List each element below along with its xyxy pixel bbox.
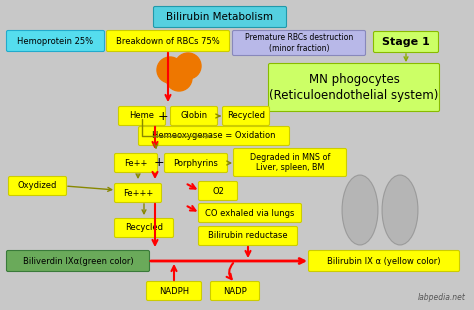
FancyBboxPatch shape xyxy=(234,148,346,176)
Circle shape xyxy=(157,57,183,83)
FancyBboxPatch shape xyxy=(199,181,237,201)
FancyBboxPatch shape xyxy=(164,153,228,172)
Ellipse shape xyxy=(382,175,418,245)
Text: Hemoprotein 25%: Hemoprotein 25% xyxy=(18,37,93,46)
FancyBboxPatch shape xyxy=(233,30,365,55)
Text: Bilirubin reductase: Bilirubin reductase xyxy=(208,232,288,241)
FancyBboxPatch shape xyxy=(374,32,438,52)
FancyBboxPatch shape xyxy=(118,107,165,126)
FancyBboxPatch shape xyxy=(115,184,162,202)
FancyBboxPatch shape xyxy=(107,30,229,51)
Text: Recycled: Recycled xyxy=(227,112,265,121)
Text: labpedia.net: labpedia.net xyxy=(418,293,466,302)
Text: Stage 1: Stage 1 xyxy=(382,37,430,47)
Text: Recycled: Recycled xyxy=(125,224,163,232)
Text: Bilirubin IX α (yellow color): Bilirubin IX α (yellow color) xyxy=(327,256,441,265)
Text: Fe++: Fe++ xyxy=(124,158,148,167)
Text: Bilirubin Metabolism: Bilirubin Metabolism xyxy=(166,12,273,22)
Text: Fe+++: Fe+++ xyxy=(123,188,153,197)
Text: +: + xyxy=(158,109,168,122)
Text: CO exhaled via lungs: CO exhaled via lungs xyxy=(205,209,295,218)
FancyBboxPatch shape xyxy=(115,153,157,172)
FancyBboxPatch shape xyxy=(210,281,259,300)
FancyBboxPatch shape xyxy=(309,250,459,272)
FancyBboxPatch shape xyxy=(199,227,298,246)
Text: NADP: NADP xyxy=(223,286,247,295)
Text: Oxydized: Oxydized xyxy=(18,181,57,191)
Text: MN phogocytes
(Reticuloendothelial system): MN phogocytes (Reticuloendothelial syste… xyxy=(269,73,439,101)
FancyBboxPatch shape xyxy=(199,203,301,223)
Text: NADPH: NADPH xyxy=(159,286,189,295)
Text: Heme: Heme xyxy=(129,112,155,121)
Text: O2: O2 xyxy=(212,187,224,196)
Text: Hemeoxygenase = Oxidation: Hemeoxygenase = Oxidation xyxy=(152,131,276,140)
FancyBboxPatch shape xyxy=(222,107,270,126)
Text: Breakdown of RBCs 75%: Breakdown of RBCs 75% xyxy=(116,37,220,46)
FancyBboxPatch shape xyxy=(7,250,149,272)
FancyBboxPatch shape xyxy=(115,219,173,237)
Text: Premature RBCs destruction
(minor fraction): Premature RBCs destruction (minor fracti… xyxy=(245,33,353,53)
Text: Porphyrins: Porphyrins xyxy=(173,158,219,167)
Text: Degraded in MNS of
Liver, spleen, BM: Degraded in MNS of Liver, spleen, BM xyxy=(250,153,330,172)
FancyBboxPatch shape xyxy=(138,126,290,145)
Ellipse shape xyxy=(342,175,378,245)
Text: +: + xyxy=(154,157,164,170)
FancyBboxPatch shape xyxy=(268,64,439,112)
FancyBboxPatch shape xyxy=(9,176,66,196)
Circle shape xyxy=(166,65,192,91)
FancyBboxPatch shape xyxy=(146,281,201,300)
FancyBboxPatch shape xyxy=(154,7,286,28)
FancyBboxPatch shape xyxy=(7,30,104,51)
Text: Globin: Globin xyxy=(181,112,208,121)
Circle shape xyxy=(175,53,201,79)
Text: Biliverdin IXα(green color): Biliverdin IXα(green color) xyxy=(23,256,133,265)
FancyBboxPatch shape xyxy=(171,107,218,126)
